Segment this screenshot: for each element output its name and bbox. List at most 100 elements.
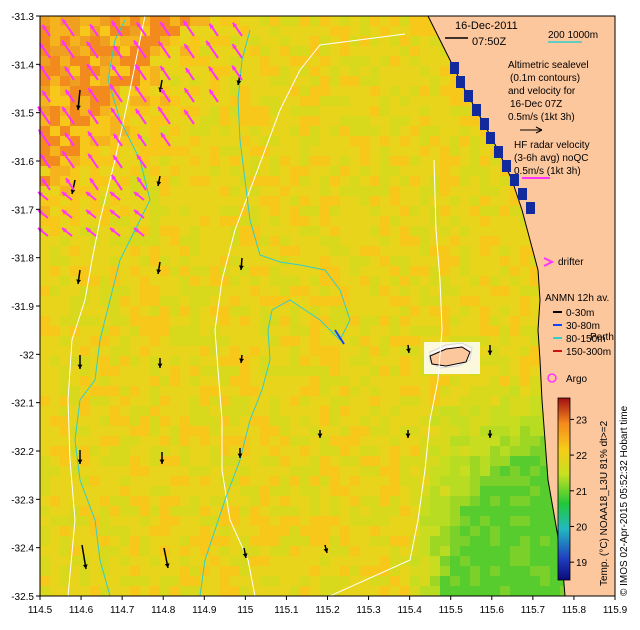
sst-cell xyxy=(460,196,471,207)
sst-cell xyxy=(420,396,431,407)
sst-cell xyxy=(490,176,501,187)
sst-cell xyxy=(450,536,461,547)
sst-cell xyxy=(490,466,501,477)
sst-cell xyxy=(460,146,471,157)
sst-cell xyxy=(540,496,551,507)
hf-radar-arrow-head xyxy=(62,18,67,24)
sst-cell xyxy=(500,286,511,297)
sst-cell xyxy=(410,546,421,557)
sst-cell xyxy=(160,416,171,427)
sst-cell xyxy=(330,526,341,537)
sst-cell xyxy=(390,106,401,117)
sst-cell xyxy=(120,406,131,417)
sst-cell xyxy=(50,466,61,477)
sst-cell xyxy=(220,566,231,577)
sst-cell xyxy=(80,196,91,207)
sst-cell xyxy=(230,346,241,357)
sst-cell xyxy=(320,476,331,487)
sst-cell xyxy=(460,236,471,247)
sst-cell xyxy=(280,46,291,57)
sst-cell xyxy=(340,346,351,357)
sst-cell xyxy=(370,436,381,447)
sst-cell xyxy=(530,406,541,417)
sst-cell xyxy=(470,376,481,387)
sst-cell xyxy=(170,476,181,487)
sst-cell xyxy=(390,206,401,217)
sst-cell xyxy=(380,106,391,117)
sst-cell xyxy=(240,16,251,27)
sst-cell xyxy=(350,426,361,437)
sst-cell xyxy=(320,126,331,137)
sst-cell xyxy=(170,166,181,177)
sst-cell xyxy=(50,296,61,307)
sst-cell xyxy=(300,486,311,497)
sst-cell xyxy=(40,236,51,247)
sst-cell xyxy=(360,66,371,77)
sst-cell xyxy=(160,36,171,47)
sst-cell xyxy=(270,396,281,407)
sst-cell xyxy=(540,546,551,557)
altimetry-arrow-head xyxy=(238,265,244,270)
sst-cell xyxy=(540,556,551,567)
sst-cell xyxy=(500,186,511,197)
sst-cell xyxy=(470,446,481,457)
sst-cell xyxy=(410,336,421,347)
sst-cell xyxy=(140,46,151,57)
sst-cell xyxy=(130,246,141,257)
sst-cell xyxy=(410,166,421,177)
sst-cell xyxy=(350,476,361,487)
sst-cell xyxy=(240,506,251,517)
sst-cell xyxy=(160,386,171,397)
sst-cell xyxy=(60,276,71,287)
sst-cell xyxy=(340,246,351,257)
sst-cell xyxy=(320,386,331,397)
sst-cell xyxy=(510,226,521,237)
scale-label: 200 1000m xyxy=(548,30,598,41)
sst-cell xyxy=(310,506,321,517)
sst-cell xyxy=(170,296,181,307)
hf-radar-arrow-head xyxy=(111,65,117,71)
sst-cell xyxy=(160,116,171,127)
sst-cell xyxy=(140,126,151,137)
sst-cell xyxy=(120,316,131,327)
sst-cell xyxy=(220,546,231,557)
sst-cell xyxy=(50,126,61,137)
sst-cell xyxy=(180,446,191,457)
sst-cell xyxy=(280,86,291,97)
sst-cell xyxy=(330,456,341,467)
sst-cell xyxy=(230,106,241,117)
sst-cell xyxy=(190,486,201,497)
sst-cell xyxy=(50,426,61,437)
sst-cell xyxy=(540,456,551,467)
sst-cell xyxy=(390,246,401,257)
sst-cell xyxy=(160,576,171,587)
sst-cell xyxy=(400,566,411,577)
sst-cell xyxy=(380,396,391,407)
sst-cell xyxy=(460,546,471,557)
sst-cell xyxy=(350,56,361,67)
sst-cell xyxy=(340,476,351,487)
sst-cell xyxy=(140,146,151,157)
sst-cell xyxy=(190,406,201,417)
sst-cell xyxy=(410,556,421,567)
sst-cell xyxy=(410,256,421,267)
sst-cell xyxy=(320,76,331,87)
sst-cell xyxy=(50,156,61,167)
sst-cell xyxy=(430,506,441,517)
sst-cell xyxy=(390,326,401,337)
sst-cell xyxy=(200,406,211,417)
sst-cell xyxy=(370,546,381,557)
sst-cell xyxy=(310,456,321,467)
sst-cell xyxy=(40,576,51,587)
sst-cell xyxy=(310,246,321,257)
sst-cell xyxy=(210,166,221,177)
sst-cell xyxy=(470,196,481,207)
sst-cell xyxy=(320,186,331,197)
sst-cell xyxy=(340,46,351,57)
sst-cell xyxy=(450,446,461,457)
sst-cell xyxy=(170,316,181,327)
sst-cell xyxy=(190,346,201,357)
sst-cell xyxy=(110,46,121,57)
sst-cell xyxy=(70,466,81,477)
sst-cell xyxy=(300,86,311,97)
